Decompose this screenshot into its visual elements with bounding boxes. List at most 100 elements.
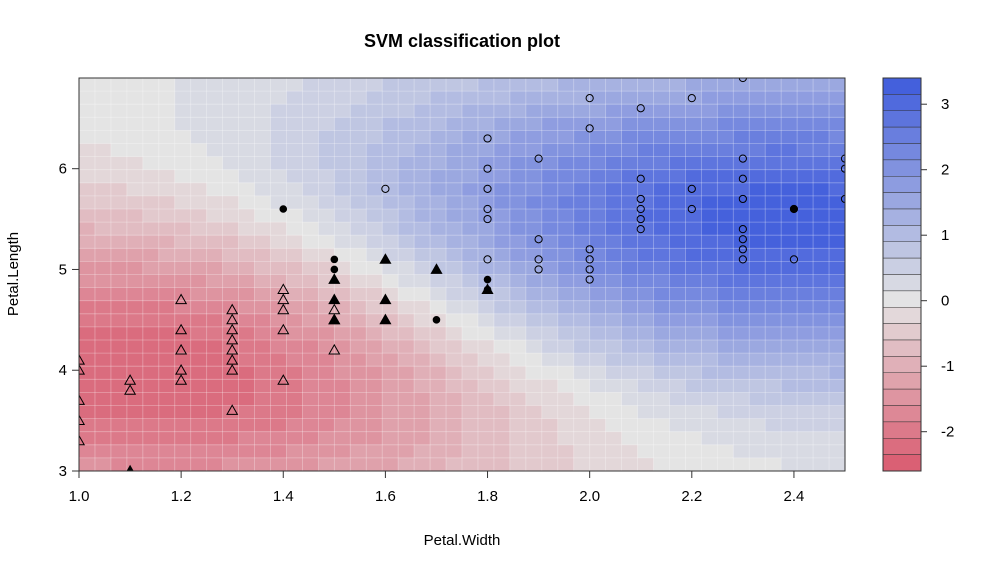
- heatmap-cell: [142, 78, 160, 92]
- heatmap-cell: [781, 431, 798, 446]
- heatmap-cell: [430, 405, 447, 420]
- heatmap-cell: [430, 235, 447, 249]
- heatmap-cell: [222, 78, 240, 92]
- heatmap-cell: [557, 444, 575, 459]
- heatmap-cell: [493, 405, 511, 420]
- heatmap-cell: [653, 418, 671, 433]
- heatmap-cell: [462, 248, 479, 262]
- heatmap-cell: [334, 287, 351, 302]
- heatmap-cell: [525, 91, 543, 105]
- heatmap-cell: [493, 326, 511, 341]
- heatmap-cell: [797, 91, 814, 105]
- heatmap-cell: [717, 274, 734, 289]
- heatmap-cell: [637, 457, 655, 471]
- heatmap-cell: [621, 117, 639, 131]
- heatmap-cell: [462, 182, 479, 197]
- heatmap-cell: [685, 418, 702, 433]
- heatmap-cell: [398, 195, 415, 210]
- heatmap-cell: [829, 418, 845, 433]
- heatmap-cell: [382, 104, 399, 118]
- heatmap-cell: [605, 313, 623, 328]
- heatmap-cell: [541, 405, 559, 420]
- heatmap-cell: [557, 222, 575, 236]
- heatmap-cell: [701, 209, 718, 223]
- heatmap-cell: [126, 235, 144, 249]
- heatmap-cell: [781, 156, 798, 171]
- heatmap-cell: [254, 274, 272, 289]
- heatmap-cell: [350, 392, 367, 407]
- point-circle-open: [789, 255, 799, 264]
- heatmap-cell: [142, 326, 160, 341]
- heatmap-cell: [270, 379, 288, 393]
- heatmap-cell: [669, 457, 687, 471]
- heatmap-cell: [557, 274, 575, 289]
- heatmap-cell: [541, 261, 559, 276]
- heatmap-cell: [414, 143, 431, 158]
- point-circle-open: [483, 214, 492, 224]
- heatmap-cell: [414, 235, 431, 249]
- heatmap-cell: [222, 195, 240, 210]
- heatmap-cell: [270, 392, 288, 407]
- heatmap-cell: [813, 78, 830, 92]
- heatmap-cell: [829, 130, 845, 145]
- heatmap-cell: [334, 130, 351, 145]
- heatmap-cell: [509, 366, 527, 380]
- heatmap-cell: [158, 366, 176, 380]
- heatmap-cell: [158, 78, 176, 92]
- heatmap-cell: [493, 235, 511, 249]
- heatmap-cell: [79, 104, 96, 118]
- heatmap-cell: [206, 78, 224, 92]
- heatmap-cell: [813, 366, 830, 380]
- heatmap-cell: [765, 156, 782, 171]
- heatmap-cell: [206, 130, 224, 145]
- heatmap-cell: [797, 130, 814, 145]
- heatmap-cell: [493, 130, 511, 145]
- point-circle-open: [534, 154, 543, 163]
- heatmap-cell: [685, 405, 702, 420]
- heatmap-cell: [781, 313, 798, 328]
- heatmap-cell: [813, 287, 830, 302]
- heatmap-cell: [350, 261, 367, 276]
- heatmap-cell: [653, 274, 671, 289]
- heatmap-cell: [110, 287, 128, 302]
- heatmap-cell: [334, 195, 351, 210]
- heatmap-cell: [573, 117, 591, 131]
- heatmap-cell: [79, 209, 96, 223]
- heatmap-cell: [334, 248, 351, 262]
- heatmap-cell: [717, 418, 734, 433]
- heatmap-cell: [541, 91, 559, 105]
- heatmap-cell: [366, 209, 383, 223]
- heatmap-cell: [414, 248, 431, 262]
- heatmap-cell: [509, 78, 527, 92]
- point-circle-open: [687, 204, 696, 214]
- heatmap-cell: [126, 209, 144, 223]
- heatmap-cell: [462, 274, 479, 289]
- heatmap-cell: [557, 300, 575, 315]
- heatmap-cell: [493, 248, 511, 262]
- point-triangle-open: [277, 374, 290, 385]
- heatmap-cell: [302, 104, 319, 118]
- heatmap-cell: [286, 405, 304, 420]
- heatmap-cell: [829, 366, 845, 380]
- colorbar-level: [882, 388, 922, 406]
- heatmap-cell: [525, 182, 543, 197]
- heatmap-cell: [94, 366, 112, 380]
- heatmap-cell: [238, 78, 256, 92]
- heatmap-cell: [190, 182, 208, 197]
- heatmap-cell: [174, 353, 192, 367]
- heatmap-cell: [637, 117, 655, 131]
- heatmap-cell: [366, 287, 383, 302]
- heatmap-cell: [509, 91, 527, 105]
- heatmap-cell: [573, 405, 591, 420]
- heatmap-cell: [605, 104, 623, 118]
- heatmap-cell: [462, 444, 479, 459]
- heatmap-cell: [509, 340, 527, 354]
- heatmap-cell: [829, 313, 845, 328]
- point-triangle-open: [79, 363, 86, 375]
- heatmap-cell: [302, 405, 319, 420]
- heatmap-cell: [733, 340, 750, 354]
- heatmap-cell: [350, 169, 367, 184]
- heatmap-cell: [126, 287, 144, 302]
- heatmap-cell: [174, 130, 192, 145]
- heatmap-cell: [589, 130, 607, 145]
